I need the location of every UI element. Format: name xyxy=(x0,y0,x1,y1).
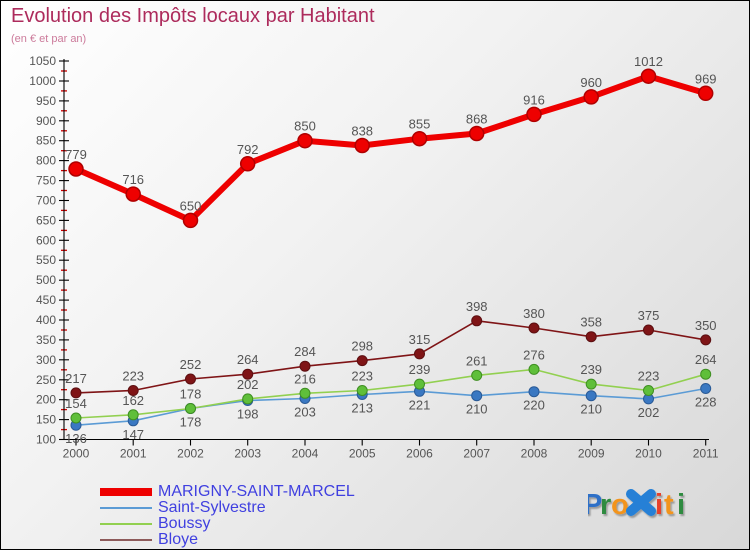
svg-text:950: 950 xyxy=(36,94,56,108)
svg-text:100: 100 xyxy=(36,433,56,447)
svg-text:147: 147 xyxy=(122,427,144,442)
svg-text:154: 154 xyxy=(65,396,87,411)
svg-text:202: 202 xyxy=(638,405,660,420)
svg-text:855: 855 xyxy=(409,117,431,132)
svg-text:2010: 2010 xyxy=(635,447,662,461)
svg-text:220: 220 xyxy=(523,398,545,413)
svg-text:298: 298 xyxy=(351,339,373,354)
svg-text:216: 216 xyxy=(294,371,316,386)
svg-text:750: 750 xyxy=(36,174,56,188)
svg-text:792: 792 xyxy=(237,142,259,157)
svg-text:850: 850 xyxy=(294,119,316,134)
svg-text:2008: 2008 xyxy=(521,447,548,461)
svg-text:261: 261 xyxy=(466,353,488,368)
svg-text:162: 162 xyxy=(122,393,144,408)
svg-text:239: 239 xyxy=(580,362,602,377)
svg-text:916: 916 xyxy=(523,92,545,107)
svg-text:264: 264 xyxy=(695,352,717,367)
svg-text:198: 198 xyxy=(237,407,259,422)
svg-text:2001: 2001 xyxy=(120,447,147,461)
svg-text:650: 650 xyxy=(180,198,202,213)
svg-text:375: 375 xyxy=(638,308,660,323)
svg-text:210: 210 xyxy=(580,402,602,417)
svg-text:228: 228 xyxy=(695,395,717,410)
svg-text:779: 779 xyxy=(65,147,87,162)
svg-text:213: 213 xyxy=(351,401,373,416)
svg-text:700: 700 xyxy=(36,194,56,208)
svg-text:2011: 2011 xyxy=(693,447,719,461)
svg-text:2002: 2002 xyxy=(177,447,204,461)
svg-text:600: 600 xyxy=(36,233,56,247)
svg-text:2006: 2006 xyxy=(406,447,433,461)
svg-text:202: 202 xyxy=(237,377,259,392)
svg-text:650: 650 xyxy=(36,213,56,227)
svg-text:838: 838 xyxy=(351,124,373,139)
svg-text:276: 276 xyxy=(523,347,545,362)
svg-text:315: 315 xyxy=(409,332,431,347)
svg-text:2007: 2007 xyxy=(463,447,490,461)
svg-text:221: 221 xyxy=(409,397,431,412)
svg-text:850: 850 xyxy=(36,134,56,148)
svg-text:200: 200 xyxy=(36,393,56,407)
svg-text:1000: 1000 xyxy=(29,74,56,88)
svg-text:868: 868 xyxy=(466,112,488,127)
svg-text:960: 960 xyxy=(580,75,602,90)
svg-text:223: 223 xyxy=(122,369,144,384)
svg-text:1050: 1050 xyxy=(29,54,56,68)
svg-text:398: 398 xyxy=(466,299,488,314)
svg-text:716: 716 xyxy=(122,172,144,187)
svg-text:217: 217 xyxy=(65,371,87,386)
svg-text:350: 350 xyxy=(695,318,717,333)
svg-text:203: 203 xyxy=(294,405,316,420)
svg-text:969: 969 xyxy=(695,71,717,86)
svg-text:250: 250 xyxy=(36,373,56,387)
svg-text:2004: 2004 xyxy=(292,447,319,461)
svg-text:2000: 2000 xyxy=(63,447,90,461)
svg-text:500: 500 xyxy=(36,273,56,287)
svg-text:264: 264 xyxy=(237,352,259,367)
svg-text:400: 400 xyxy=(36,313,56,327)
svg-text:136: 136 xyxy=(65,431,87,446)
svg-text:223: 223 xyxy=(351,369,373,384)
svg-text:284: 284 xyxy=(294,344,316,359)
svg-text:2003: 2003 xyxy=(234,447,261,461)
svg-text:800: 800 xyxy=(36,154,56,168)
svg-text:2005: 2005 xyxy=(349,447,376,461)
svg-text:350: 350 xyxy=(36,333,56,347)
svg-text:252: 252 xyxy=(180,357,202,372)
svg-text:223: 223 xyxy=(638,369,660,384)
svg-text:210: 210 xyxy=(466,402,488,417)
svg-text:1012: 1012 xyxy=(634,54,663,69)
svg-text:239: 239 xyxy=(409,362,431,377)
svg-text:178: 178 xyxy=(180,387,202,402)
svg-text:900: 900 xyxy=(36,114,56,128)
svg-text:300: 300 xyxy=(36,353,56,367)
svg-text:178: 178 xyxy=(180,415,202,430)
svg-text:450: 450 xyxy=(36,293,56,307)
svg-text:358: 358 xyxy=(580,315,602,330)
svg-text:2009: 2009 xyxy=(578,447,605,461)
svg-text:380: 380 xyxy=(523,306,545,321)
svg-text:150: 150 xyxy=(36,413,56,427)
svg-text:550: 550 xyxy=(36,253,56,267)
